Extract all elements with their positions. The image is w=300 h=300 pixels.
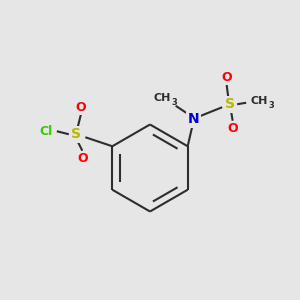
Text: CH: CH (251, 96, 268, 106)
Text: 3: 3 (269, 101, 274, 110)
Text: 3: 3 (171, 98, 177, 107)
Text: CH: CH (154, 93, 171, 103)
Text: N: N (188, 112, 200, 126)
Text: O: O (77, 152, 88, 165)
Text: O: O (227, 122, 238, 135)
Text: Cl: Cl (40, 125, 53, 138)
Text: O: O (221, 71, 232, 84)
Text: O: O (76, 101, 86, 114)
Text: S: S (225, 97, 235, 111)
Text: S: S (71, 127, 81, 141)
